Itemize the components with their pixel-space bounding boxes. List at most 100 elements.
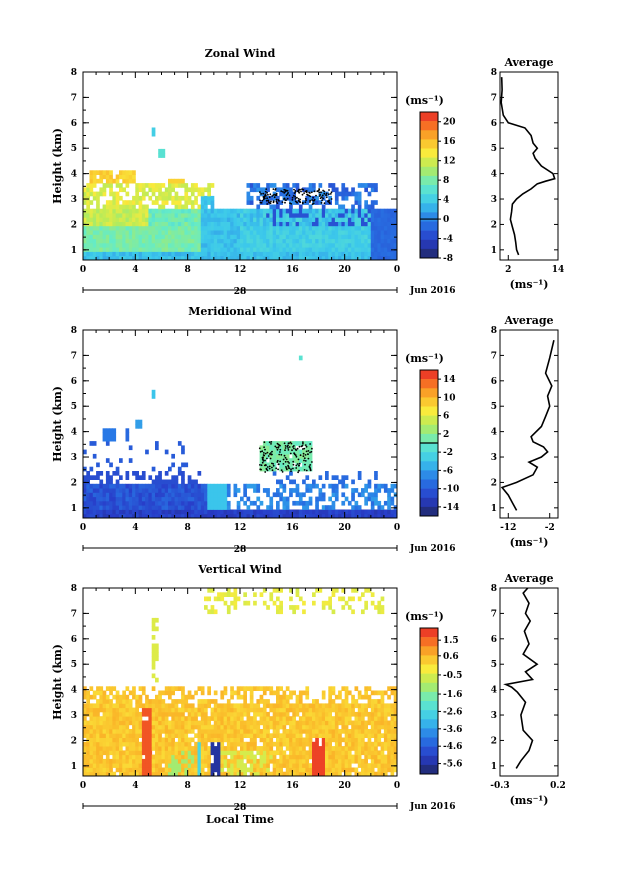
meridional-heatmap-cell (92, 441, 97, 446)
zonal-heatmap-cell (383, 217, 388, 222)
vertical-heatmap-cell (210, 746, 215, 751)
zonal-heatmap-cell (220, 234, 225, 240)
zonal-heatmap-cell (351, 234, 355, 240)
vertical-heatmap-cell (387, 758, 391, 764)
vertical-heatmap-cell (374, 690, 378, 696)
zonal-heatmap-cell (105, 183, 110, 188)
vertical-heatmap-cell (102, 758, 107, 764)
vertical-heatmap-cell (276, 763, 280, 768)
zonal-average-frame (499, 71, 559, 261)
meridional-contour-dot (294, 454, 297, 457)
zonal-heatmap-cell (325, 247, 329, 252)
vertical-heatmap-cell (325, 754, 329, 760)
vertical-heatmap-cell (138, 724, 143, 730)
zonal-heatmap-cell (155, 242, 159, 248)
vertical-heatmap-cell (302, 771, 306, 777)
meridional-heatmap-cells (83, 355, 398, 519)
vertical-heatmap-cell (249, 686, 254, 691)
vertical-heatmap-cell (374, 605, 378, 610)
meridional-heatmap-cell (266, 505, 270, 510)
vertical-heatmap-cell (266, 703, 270, 709)
zonal-heatmap-cell (119, 238, 123, 244)
vertical-heatmap-cell (217, 763, 221, 768)
zonal-heatmap-cell (190, 213, 195, 218)
meridional-heatmap-cell (276, 500, 280, 506)
zonal-heatmap-cell (226, 217, 231, 222)
vertical-heatmap-cell (174, 758, 179, 764)
vertical-heatmap-cell (367, 767, 372, 773)
vertical-heatmap-cell (364, 741, 368, 747)
vertical-heatmap-cell (233, 588, 238, 593)
zonal-heatmap-cell (259, 238, 264, 244)
vertical-heatmap-cell (390, 737, 395, 743)
meridional-contour-dot (276, 459, 279, 462)
vertical-heatmap-cell (112, 737, 117, 743)
vertical-heatmap-cell (334, 750, 339, 756)
zonal-heatmap-cell (351, 247, 355, 252)
vertical-heatmap-cell (393, 741, 398, 747)
vertical-heatmap-cell (334, 588, 339, 593)
meridional-heatmap-cell (292, 453, 296, 459)
vertical-heatmap-cell (132, 720, 136, 726)
vertical-heatmap-cell (92, 707, 97, 713)
meridional-heatmap-cell (115, 483, 120, 489)
vertical-heatmap-cell (302, 754, 306, 760)
meridional-heatmap-cell (128, 505, 133, 510)
vertical-heatmap-cell (86, 754, 90, 760)
meridional-heatmap-cell (269, 509, 274, 515)
vertical-heatmap-cell (334, 703, 339, 709)
vertical-heatmap-cell (174, 711, 179, 717)
vertical-heatmap-cell (112, 716, 117, 721)
meridional-heatmap-cell (161, 488, 166, 493)
vertical-heatmap-cell (204, 763, 208, 768)
vertical-heatmap-cell (256, 767, 261, 773)
vertical-heatmap-cell (259, 592, 264, 597)
meridional-heatmap-cell (125, 436, 130, 442)
vertical-heatmap-cell (217, 592, 221, 597)
vertical-heatmap-cell (295, 720, 300, 726)
meridional-heatmap-cell (109, 479, 113, 485)
vertical-heatmap-cell (256, 686, 261, 691)
zonal-heatmap-cell (151, 187, 156, 193)
vertical-heatmap-cell (168, 733, 172, 738)
zonal-heatmap-cell (187, 238, 192, 244)
vertical-heatmap-cell (387, 686, 391, 691)
vertical-heatmap-cell (276, 746, 280, 751)
vertical-heatmap-cell (105, 729, 110, 734)
vertical-heatmap-cell (158, 707, 162, 713)
meridional-heatmap-cell (393, 509, 398, 515)
vertical-heatmap-cell (325, 758, 329, 764)
vertical-heatmap-cell (380, 694, 385, 700)
zonal-heatmap-cell (220, 238, 225, 244)
vertical-heatmap-cell (128, 690, 133, 696)
vertical-heatmap-cell (331, 716, 336, 721)
vertical-heatmap-cell (158, 724, 162, 730)
zonal-heatmap-cell (347, 221, 352, 227)
vertical-heatmap-cell (315, 716, 319, 721)
meridional-heatmap-cell (151, 483, 156, 489)
zonal-heatmap-cell (128, 234, 133, 240)
zonal-heatmap-cell (177, 234, 182, 240)
meridional-heatmap-cell (357, 505, 362, 510)
zonal-heatmap-cell (171, 217, 175, 222)
vertical-heatmap-cell (184, 729, 189, 734)
vertical-heatmap-cell (256, 711, 261, 717)
vertical-heatmap-cell (158, 720, 162, 726)
zonal-heatmap-cell (210, 217, 215, 222)
vertical-heatmap-cell (276, 707, 280, 713)
vertical-heatmap-cell (292, 720, 296, 726)
vertical-heatmap-cell (341, 754, 346, 760)
vertical-heatmap-cell (96, 729, 100, 734)
vertical-heatmap-cell (217, 754, 221, 760)
zonal-contour-dot (284, 199, 287, 202)
zonal-heatmap-cell (171, 213, 175, 218)
meridional-heatmap-cell (102, 513, 107, 519)
meridional-heatmap-cell (295, 462, 300, 468)
meridional-heatmap-cell (190, 492, 195, 498)
vertical-heatmap-cell (168, 686, 172, 691)
vertical-heatmap-cell (292, 758, 296, 764)
meridional-heatmap-cell (109, 492, 113, 498)
zonal-heatmap-cell (374, 247, 378, 252)
meridional-contour-dot (299, 454, 302, 457)
vertical-heatmap-cell (262, 588, 267, 593)
